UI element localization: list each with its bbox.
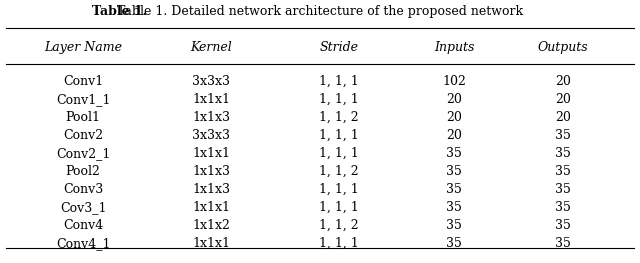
Text: 1, 1, 1: 1, 1, 1 bbox=[319, 147, 359, 160]
Text: Kernel: Kernel bbox=[190, 41, 232, 54]
Text: 3x3x3: 3x3x3 bbox=[192, 75, 230, 88]
Text: 1x1x3: 1x1x3 bbox=[192, 165, 230, 178]
Text: 102: 102 bbox=[442, 75, 467, 88]
Text: Conv4_1: Conv4_1 bbox=[56, 237, 111, 250]
Text: 3x3x3: 3x3x3 bbox=[192, 129, 230, 142]
Text: 35: 35 bbox=[447, 201, 462, 214]
Text: 1, 1, 2: 1, 1, 2 bbox=[319, 219, 359, 232]
Text: 1x1x1: 1x1x1 bbox=[192, 147, 230, 160]
Text: 35: 35 bbox=[447, 165, 462, 178]
Text: 20: 20 bbox=[447, 111, 462, 124]
Text: 35: 35 bbox=[556, 237, 571, 250]
Text: 35: 35 bbox=[556, 201, 571, 214]
Text: Table 1.: Table 1. bbox=[92, 5, 147, 18]
Text: Table 1. Detailed network architecture of the proposed network: Table 1. Detailed network architecture o… bbox=[117, 5, 523, 18]
Text: 35: 35 bbox=[556, 129, 571, 142]
Text: Stride: Stride bbox=[320, 41, 358, 54]
Text: 20: 20 bbox=[556, 111, 571, 124]
Text: 1, 1, 1: 1, 1, 1 bbox=[319, 93, 359, 106]
Text: 35: 35 bbox=[447, 219, 462, 232]
Text: 35: 35 bbox=[556, 165, 571, 178]
Text: 20: 20 bbox=[447, 129, 462, 142]
Text: 1, 1, 2: 1, 1, 2 bbox=[319, 111, 359, 124]
Text: 1, 1, 1: 1, 1, 1 bbox=[319, 183, 359, 196]
Text: 35: 35 bbox=[556, 147, 571, 160]
Text: 1x1x1: 1x1x1 bbox=[192, 201, 230, 214]
Text: 35: 35 bbox=[447, 237, 462, 250]
Text: 20: 20 bbox=[556, 93, 571, 106]
Text: 1, 1, 2: 1, 1, 2 bbox=[319, 165, 359, 178]
Text: 35: 35 bbox=[447, 183, 462, 196]
Text: Pool1: Pool1 bbox=[66, 111, 100, 124]
Text: Conv4: Conv4 bbox=[63, 219, 103, 232]
Text: 20: 20 bbox=[556, 75, 571, 88]
Text: 35: 35 bbox=[556, 219, 571, 232]
Text: 1x1x2: 1x1x2 bbox=[192, 219, 230, 232]
Text: 1x1x1: 1x1x1 bbox=[192, 237, 230, 250]
Text: Conv3: Conv3 bbox=[63, 183, 103, 196]
Text: Layer Name: Layer Name bbox=[44, 41, 122, 54]
Text: 35: 35 bbox=[447, 147, 462, 160]
Text: Cov3_1: Cov3_1 bbox=[60, 201, 106, 214]
Text: 1x1x3: 1x1x3 bbox=[192, 111, 230, 124]
Text: Conv1: Conv1 bbox=[63, 75, 103, 88]
Text: 1x1x3: 1x1x3 bbox=[192, 183, 230, 196]
Text: 1x1x1: 1x1x1 bbox=[192, 93, 230, 106]
Text: Inputs: Inputs bbox=[434, 41, 475, 54]
Text: 1, 1, 1: 1, 1, 1 bbox=[319, 75, 359, 88]
Text: 35: 35 bbox=[556, 183, 571, 196]
Text: 1, 1, 1: 1, 1, 1 bbox=[319, 201, 359, 214]
Text: 1, 1, 1: 1, 1, 1 bbox=[319, 129, 359, 142]
Text: Outputs: Outputs bbox=[538, 41, 589, 54]
Text: Conv1_1: Conv1_1 bbox=[56, 93, 111, 106]
Text: Conv2: Conv2 bbox=[63, 129, 103, 142]
Text: 1, 1, 1: 1, 1, 1 bbox=[319, 237, 359, 250]
Text: Conv2_1: Conv2_1 bbox=[56, 147, 110, 160]
Text: Pool2: Pool2 bbox=[66, 165, 100, 178]
Text: 20: 20 bbox=[447, 93, 462, 106]
